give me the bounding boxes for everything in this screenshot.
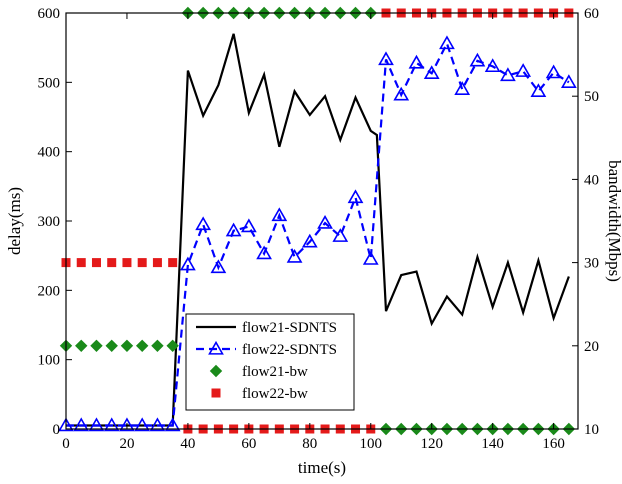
y-left-tick-label: 200 xyxy=(38,283,61,299)
legend-label: flow22-SDNTS xyxy=(242,342,337,358)
point-flow22-SDNTS xyxy=(560,74,577,89)
point-flow22-SDNTS xyxy=(240,218,257,233)
point-flow22-SDNTS xyxy=(225,222,242,237)
x-tick-label: 40 xyxy=(180,436,195,452)
legend-item-flow21-bw: flow21-bw xyxy=(209,364,308,380)
point-flow22-bw xyxy=(91,258,101,268)
point-flow21-bw xyxy=(120,339,134,353)
point-flow21-bw xyxy=(135,339,149,353)
point-flow22-SDNTS xyxy=(332,228,349,242)
series-flow21-SDNTS xyxy=(66,33,570,427)
x-tick-label: 60 xyxy=(241,436,256,452)
x-tick-label: 120 xyxy=(420,436,443,452)
point-flow22-SDNTS xyxy=(134,417,151,432)
y-left-tick-label: 0 xyxy=(53,422,61,438)
legend-marker xyxy=(208,340,224,355)
point-flow22-SDNTS xyxy=(423,65,440,79)
point-flow21-bw xyxy=(90,339,103,353)
point-flow22-SDNTS xyxy=(195,216,212,231)
point-flow22-SDNTS xyxy=(88,417,105,432)
legend-item-flow22-bw: flow22-bw xyxy=(211,386,308,402)
point-flow22-SDNTS xyxy=(256,245,272,260)
series-flow22-SDNTS xyxy=(58,35,577,432)
point-flow22-SDNTS xyxy=(408,54,425,69)
point-flow22-SDNTS xyxy=(545,64,562,79)
point-flow22-SDNTS xyxy=(73,417,90,432)
y-right-tick-label: 10 xyxy=(584,422,599,438)
point-flow21-bw xyxy=(75,339,88,353)
point-flow22-bw xyxy=(76,258,86,268)
point-flow21-bw xyxy=(105,339,118,353)
legend-marker xyxy=(211,388,221,398)
ticks-layer: 0 20 40 60 80 100 120 140 160 0 100 200 300 400 500 600… xyxy=(38,6,600,452)
point-flow22-SDNTS xyxy=(286,248,303,263)
x-tick-label: 160 xyxy=(542,436,565,452)
y-right-tick-label: 20 xyxy=(584,339,599,355)
point-flow22-SDNTS xyxy=(301,233,318,248)
point-flow22-SDNTS xyxy=(378,51,394,66)
point-flow21-bw xyxy=(151,339,164,353)
legend-item-flow21-SDNTS: flow21-SDNTS xyxy=(196,320,337,336)
point-flow22-bw xyxy=(168,258,178,268)
y-right-tick-label: 30 xyxy=(584,256,599,272)
point-flow22-SDNTS xyxy=(149,417,166,432)
y-left-tick-label: 400 xyxy=(38,145,61,161)
x-tick-label: 100 xyxy=(360,436,383,452)
point-flow22-SDNTS xyxy=(393,86,410,101)
y-left-tick-label: 100 xyxy=(38,353,61,369)
point-flow22-SDNTS xyxy=(271,207,288,222)
point-flow22-SDNTS xyxy=(469,52,486,67)
point-flow22-SDNTS xyxy=(439,35,455,50)
y-left-tick-label: 300 xyxy=(38,214,61,230)
legend-label: flow21-bw xyxy=(242,364,308,380)
x-tick-label: 140 xyxy=(481,436,504,452)
point-flow22-SDNTS xyxy=(317,214,333,229)
x-tick-label: 0 xyxy=(62,436,70,452)
series-line-flow22-SDNTS xyxy=(66,40,570,427)
point-flow22-SDNTS xyxy=(362,251,379,265)
point-flow22-SDNTS xyxy=(58,417,74,432)
point-flow22-SDNTS xyxy=(347,189,364,204)
x-tick-label: 20 xyxy=(119,436,134,452)
legend-marker xyxy=(209,364,223,378)
point-flow22-SDNTS xyxy=(180,256,196,271)
legend-label: flow21-SDNTS xyxy=(242,320,337,336)
legend-item-flow22-SDNTS: flow22-SDNTS xyxy=(196,340,337,358)
x-tick-label: 80 xyxy=(302,436,317,452)
point-flow22-SDNTS xyxy=(119,417,135,432)
point-flow22-bw xyxy=(107,258,117,268)
y-left-axis-label: delay(ms) xyxy=(5,187,24,255)
point-flow22-bw xyxy=(152,258,162,268)
point-flow22-SDNTS xyxy=(515,63,532,77)
series-line-flow21-SDNTS xyxy=(66,33,570,427)
y-right-axis-label: bandwidth(Mbps) xyxy=(605,160,622,282)
point-flow22-bw xyxy=(137,258,147,268)
x-axis-label: time(s) xyxy=(298,458,346,477)
point-flow22-bw xyxy=(122,258,132,268)
y-left-tick-label: 500 xyxy=(38,75,61,91)
point-flow22-SDNTS xyxy=(484,58,501,73)
point-flow22-SDNTS xyxy=(103,417,120,432)
legend: flow21-SDNTS flow22-SDNTS flow21-bw flow22-… xyxy=(185,313,355,411)
point-flow22-SDNTS xyxy=(454,81,471,95)
y-right-tick-label: 60 xyxy=(584,6,599,22)
y-right-tick-label: 50 xyxy=(584,89,599,105)
point-flow22-SDNTS xyxy=(530,83,547,98)
y-left-tick-label: 600 xyxy=(38,6,61,22)
y-right-tick-label: 40 xyxy=(584,172,599,188)
point-flow22-SDNTS xyxy=(164,417,181,432)
point-flow21-bw xyxy=(166,339,179,353)
legend-label: flow22-bw xyxy=(242,386,308,402)
point-flow22-SDNTS xyxy=(210,259,227,274)
point-flow22-SDNTS xyxy=(500,67,516,82)
